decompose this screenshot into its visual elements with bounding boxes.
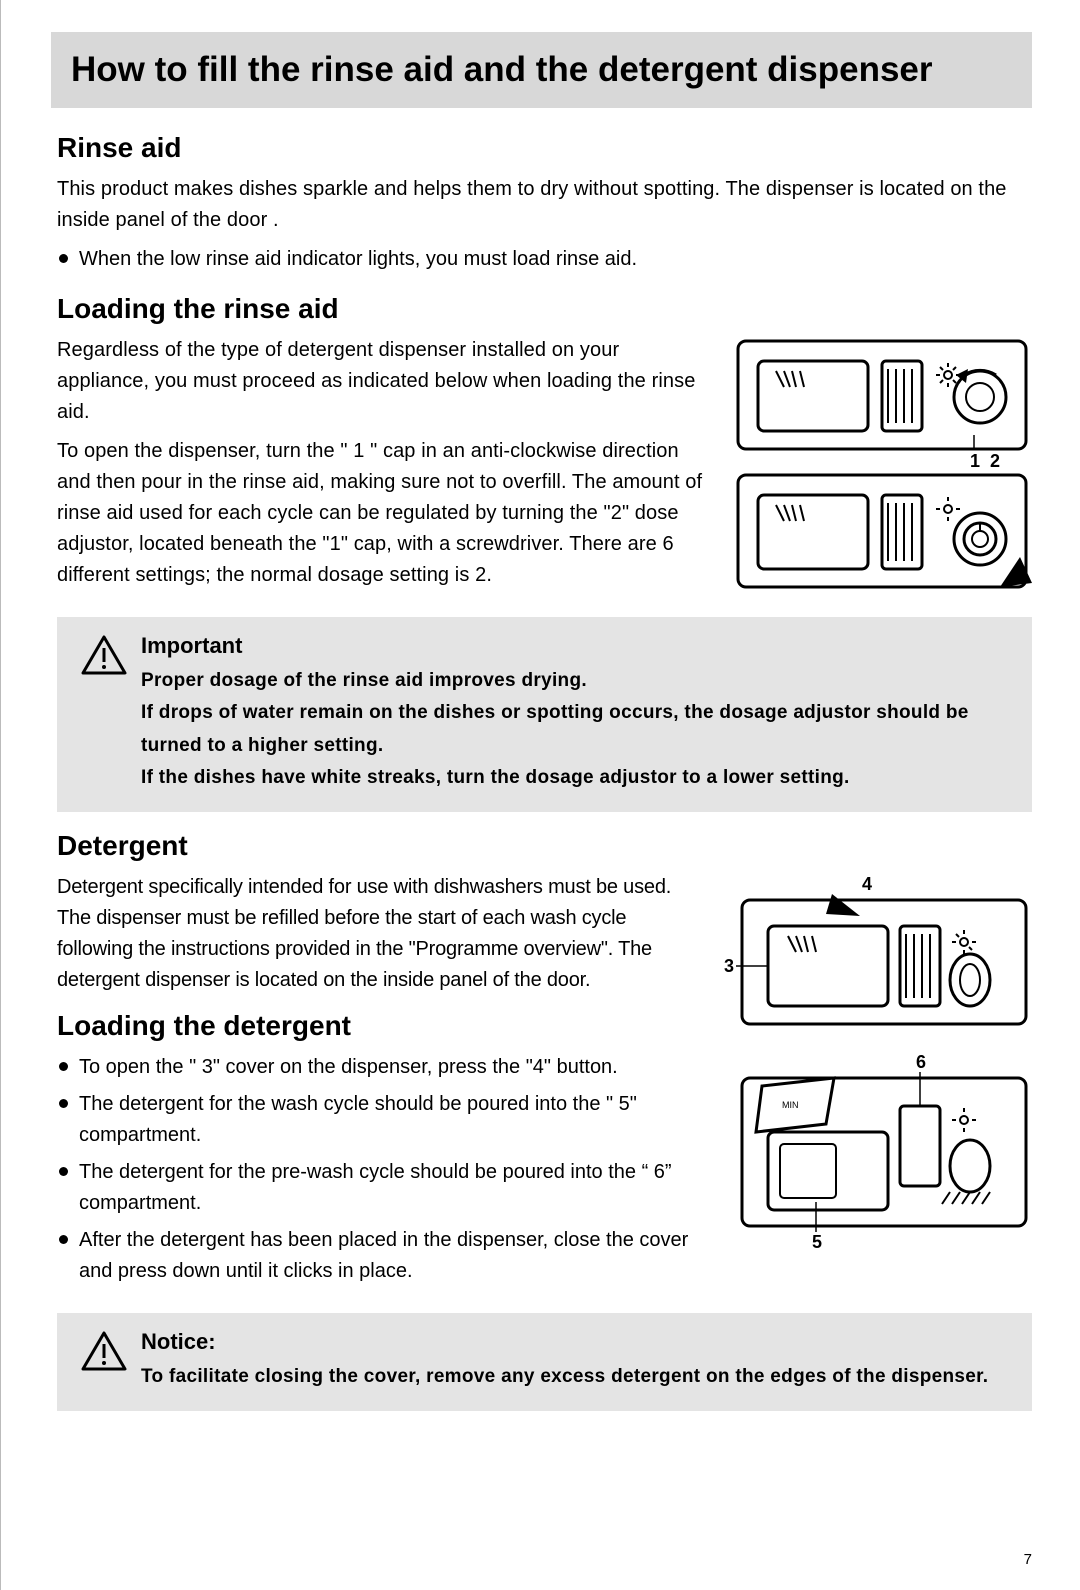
figure-label-1: 1 <box>970 451 980 471</box>
callout-body: To facilitate closing the cover, remove … <box>141 1361 1008 1393</box>
list-item: After the detergent has been placed in t… <box>57 1225 692 1287</box>
figure-detergent: 3 4 MIN <box>712 872 1032 1252</box>
callout-heading: Notice: <box>141 1329 1008 1355</box>
page-title: How to fill the rinse aid and the deterg… <box>51 32 1032 108</box>
callout-notice: Notice: To facilitate closing the cover,… <box>57 1313 1032 1411</box>
svg-text:6: 6 <box>916 1052 926 1072</box>
heading-loading-rinse: Loading the rinse aid <box>57 293 1032 325</box>
detergent-intro: Detergent specifically intended for use … <box>57 872 692 996</box>
figure-rinse-aid: 1 2 <box>732 335 1032 595</box>
heading-rinse-aid: Rinse aid <box>57 132 1032 164</box>
loading-rinse-p1: Regardless of the type of detergent disp… <box>57 335 712 428</box>
list-item: To open the " 3" cover on the dispenser,… <box>57 1052 692 1083</box>
rinse-aid-intro: This product makes dishes sparkle and he… <box>57 174 1032 236</box>
callout-body: Proper dosage of the rinse aid improves … <box>141 665 1008 794</box>
warning-icon <box>81 635 127 675</box>
manual-page: How to fill the rinse aid and the deterg… <box>0 0 1080 1590</box>
svg-text:5: 5 <box>812 1232 822 1252</box>
svg-text:3: 3 <box>724 956 734 976</box>
svg-text:MIN: MIN <box>782 1100 799 1110</box>
loading-rinse-p2: To open the dispenser, turn the " 1 " ca… <box>57 436 712 591</box>
warning-icon <box>81 1331 127 1371</box>
rinse-aid-bullets: When the low rinse aid indicator lights,… <box>57 244 1032 275</box>
list-item: The detergent for the wash cycle should … <box>57 1089 692 1151</box>
heading-detergent: Detergent <box>57 830 1032 862</box>
list-item: When the low rinse aid indicator lights,… <box>57 244 1032 275</box>
figure-label-2: 2 <box>990 451 1000 471</box>
svg-text:4: 4 <box>862 874 872 894</box>
callout-heading: Important <box>141 633 1008 659</box>
heading-loading-detergent: Loading the detergent <box>57 1010 692 1042</box>
loading-detergent-bullets: To open the " 3" cover on the dispenser,… <box>57 1052 692 1287</box>
page-number: 7 <box>1024 1551 1032 1568</box>
list-item: The detergent for the pre-wash cycle sho… <box>57 1157 692 1219</box>
callout-important: Important Proper dosage of the rinse aid… <box>57 617 1032 812</box>
